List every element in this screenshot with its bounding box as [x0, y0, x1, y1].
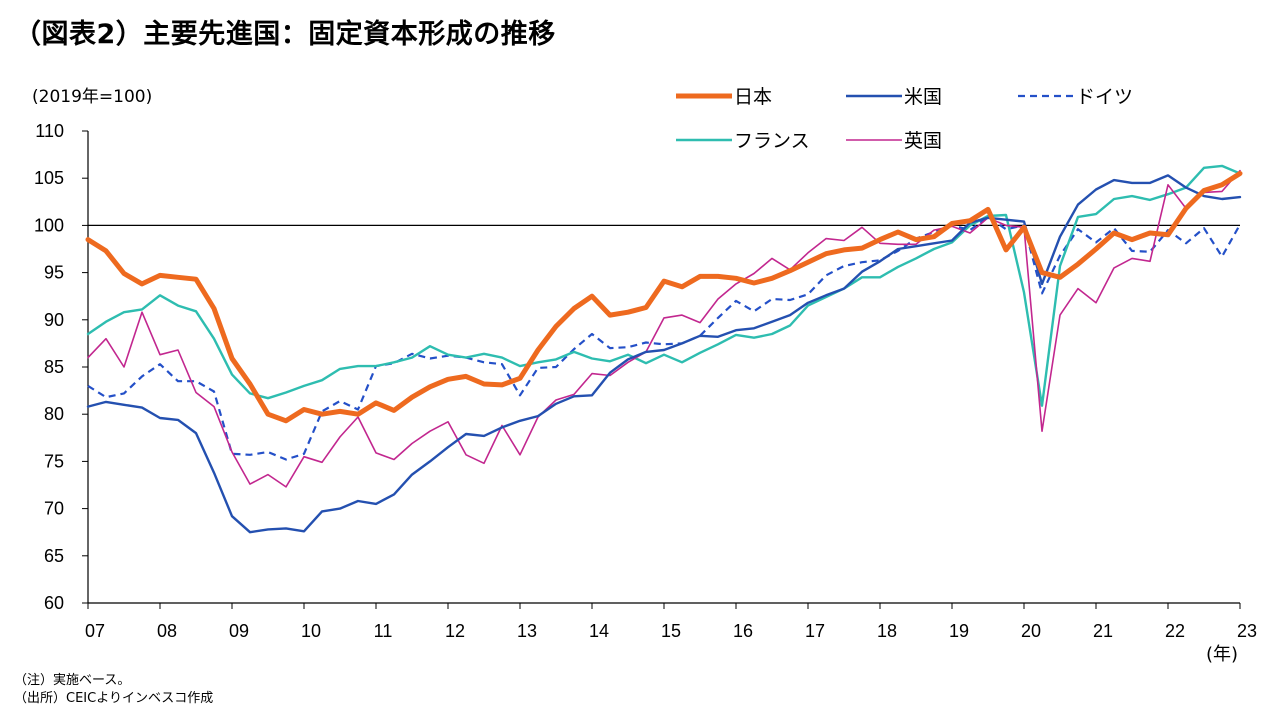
- series-line-germany: [87, 215, 1241, 461]
- x-tick-label: 11: [374, 621, 393, 641]
- legend-label-france: フランス: [734, 130, 810, 152]
- x-tick-label: 09: [229, 621, 249, 641]
- y-tick-label: 85: [44, 357, 64, 377]
- series-line-us: [86, 174, 1242, 534]
- source-line: （出所）CEICよりインベスコ作成: [14, 691, 214, 706]
- y-tick-label: 75: [44, 451, 64, 471]
- legend-label-germany: ドイツ: [1076, 86, 1133, 108]
- y-tick-label: 80: [44, 404, 64, 424]
- x-tick-label: 16: [733, 621, 753, 641]
- y-tick-label: 70: [44, 499, 64, 519]
- x-tick-label: 08: [157, 621, 177, 641]
- y-tick-label: 100: [34, 215, 64, 235]
- x-tick-label: 13: [517, 621, 537, 641]
- chart-title: （図表2）主要先進国：固定資本形成の推移: [14, 19, 556, 50]
- x-axis-unit-label: (年): [1206, 644, 1239, 665]
- footnotes: （注）実施ベース。 （出所）CEICよりインベスコ作成: [14, 672, 213, 708]
- note-line: （注）実施ベース。: [14, 673, 131, 688]
- x-tick-label: 12: [445, 621, 465, 641]
- x-tick-label: 21: [1093, 621, 1113, 641]
- y-tick-label: 65: [44, 546, 64, 566]
- series-line-japan: [85, 171, 1243, 424]
- legend-label-uk: 英国: [904, 130, 942, 152]
- x-tick-label: 20: [1021, 621, 1041, 641]
- y-axis-unit-label: (2019年=100): [32, 87, 153, 107]
- legend-label-japan: 日本: [734, 86, 772, 108]
- y-tick-label: 90: [44, 310, 64, 330]
- x-tick-label: 10: [301, 621, 321, 641]
- y-tick-label: 95: [44, 263, 64, 283]
- x-tick-label: 17: [805, 621, 825, 641]
- y-tick-label: 105: [34, 168, 64, 188]
- x-tick-label: 18: [877, 621, 897, 641]
- y-tick-label: 60: [44, 593, 64, 613]
- x-tick-label: 19: [949, 621, 969, 641]
- series-line-uk: [87, 169, 1241, 488]
- x-tick-label: 23: [1237, 621, 1257, 641]
- x-tick-label: 07: [85, 621, 105, 641]
- series-line-france: [86, 164, 1242, 407]
- x-tick-label: 14: [589, 621, 609, 641]
- y-tick-label: 110: [35, 121, 64, 141]
- legend-label-us: 米国: [904, 86, 942, 108]
- x-tick-label: 15: [661, 621, 681, 641]
- x-tick-label: 22: [1165, 621, 1185, 641]
